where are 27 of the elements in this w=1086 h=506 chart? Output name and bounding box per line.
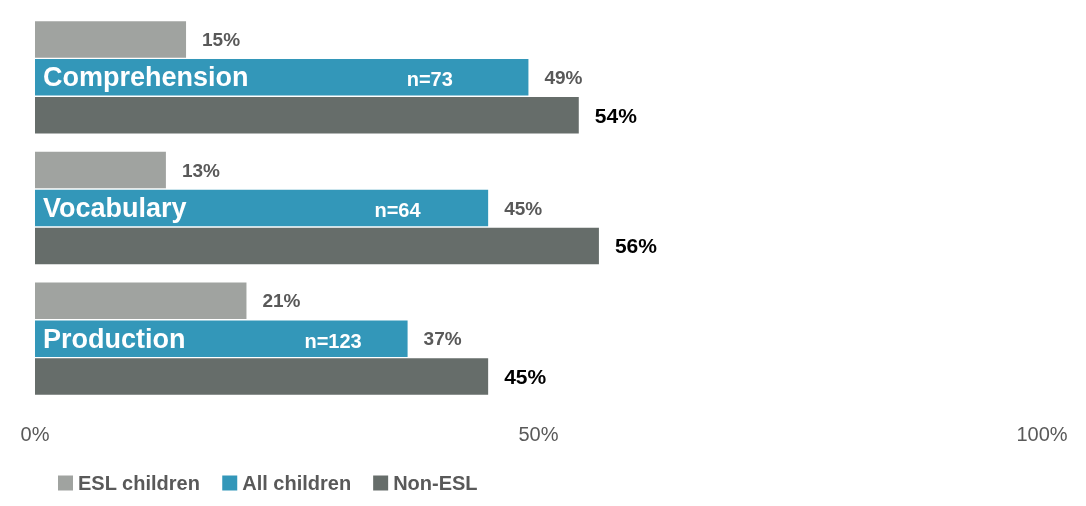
legend-label: ESL children: [78, 472, 200, 494]
bar: [35, 21, 187, 58]
x-tick-label: 100%: [1016, 423, 1068, 445]
bar: [35, 151, 166, 189]
annotation: n=123: [304, 329, 362, 352]
annotation: n=73: [406, 68, 453, 91]
y-tick-label: Vocabulary: [43, 193, 187, 223]
data-label: 21%: [262, 290, 301, 312]
data-label: 15%: [202, 28, 241, 50]
data-label: 56%: [614, 234, 658, 258]
bar: [35, 282, 247, 319]
data-label: 49%: [544, 66, 583, 88]
y-tick-label: Comprehension: [43, 62, 249, 93]
data-label: 54%: [594, 103, 638, 127]
x-tick-label: 0%: [20, 423, 50, 445]
data-label: 13%: [181, 159, 221, 181]
annotation: n=64: [374, 199, 422, 221]
bar: [35, 227, 599, 265]
x-tick-label: 50%: [518, 423, 559, 445]
data-label: 45%: [504, 365, 547, 389]
data-label: 37%: [423, 328, 462, 350]
legend-label: All children: [242, 472, 352, 494]
bar: [35, 97, 579, 134]
y-tick-label: Production: [43, 323, 186, 354]
bar: [35, 358, 489, 395]
legend-label: Non-ESL: [393, 472, 478, 494]
data-label: 45%: [504, 197, 543, 219]
